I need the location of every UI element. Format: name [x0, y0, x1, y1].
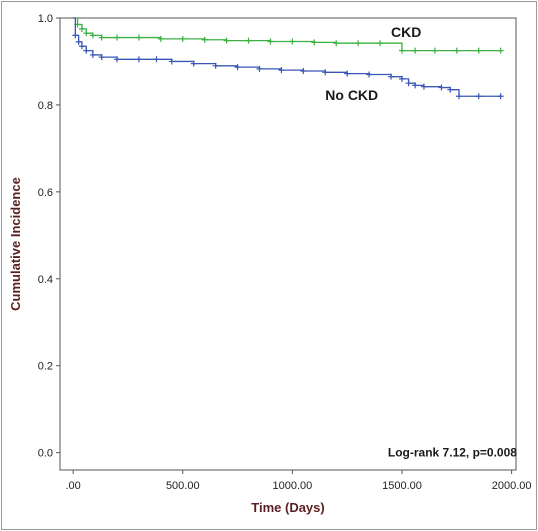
censor-mark-ckd — [475, 47, 482, 54]
censor-mark-no-ckd — [399, 75, 405, 82]
plot-area-border — [59, 17, 517, 471]
x-tick-label: 1000.00 — [273, 480, 313, 492]
y-tick-label: 0.6 — [38, 187, 53, 199]
labels-layer: CKD No CKD Log-rank 7.12, p=0.008 — [325, 24, 517, 459]
censor-mark-no-ckd — [135, 56, 142, 63]
censor-mark-ckd — [223, 37, 230, 44]
censor-mark-no-ckd — [475, 93, 482, 100]
y-tick-label: 0.0 — [38, 448, 53, 460]
censor-mark-no-ckd — [497, 93, 504, 100]
censor-mark-ckd — [355, 40, 362, 47]
axes-group: 0.0 0.2 0.4 0.6 0.8 1.0 .00 500.00 1000.00 1500.0… — [38, 13, 532, 492]
x-axis-title: Time (Days) — [251, 500, 324, 515]
x-tick-label: 500.00 — [166, 480, 200, 492]
censor-mark-ckd — [497, 47, 504, 54]
censor-mark-no-ckd — [456, 93, 462, 100]
series-layer — [72, 17, 504, 100]
censor-mark-no-ckd — [438, 84, 445, 91]
censor-mark-ckd — [267, 38, 274, 45]
censor-mark-no-ckd — [300, 68, 307, 75]
censor-mark-no-ckd — [420, 83, 427, 90]
censor-mark-no-ckd — [72, 32, 79, 39]
censor-mark-no-ckd — [83, 47, 90, 54]
censor-mark-no-ckd — [278, 67, 285, 74]
censor-mark-ckd — [98, 34, 105, 41]
censor-mark-ckd — [399, 47, 405, 54]
censor-mark-no-ckd — [114, 56, 120, 63]
censor-mark-no-ckd — [344, 70, 351, 77]
censor-mark-no-ckd — [256, 65, 263, 72]
censor-mark-ckd — [311, 39, 318, 46]
censor-mark-ckd — [289, 38, 296, 45]
censor-mark-no-ckd — [366, 71, 373, 78]
censor-mark-no-ckd — [190, 60, 197, 67]
censor-mark-no-ckd — [405, 80, 412, 87]
log-rank-annotation: Log-rank 7.12, p=0.008 — [388, 446, 517, 460]
y-tick-label: 0.4 — [38, 274, 53, 286]
censor-mark-no-ckd — [153, 56, 160, 63]
censor-mark-ckd — [157, 35, 164, 42]
x-tick-label: .00 — [66, 480, 81, 492]
censor-mark-ckd — [377, 40, 384, 47]
series-line-no-ckd — [73, 17, 501, 97]
censor-mark-ckd — [245, 37, 252, 44]
censor-mark-no-ckd — [89, 51, 96, 58]
censor-mark-ckd — [78, 25, 85, 32]
series-label-ckd: CKD — [391, 24, 421, 40]
censor-mark-ckd — [89, 32, 96, 39]
series-label-no-ckd: No CKD — [325, 87, 378, 103]
censor-mark-ckd — [135, 34, 142, 41]
censor-mark-no-ckd — [75, 38, 82, 45]
y-tick-label: 0.2 — [38, 361, 53, 373]
x-tick-label: 2000.00 — [492, 480, 532, 492]
censor-mark-ckd — [83, 30, 90, 37]
censor-mark-no-ckd — [234, 64, 241, 71]
censor-mark-no-ckd — [322, 69, 329, 76]
y-axis-title: Cumulative Incidence — [8, 177, 23, 311]
censor-mark-ckd — [431, 47, 438, 54]
censor-mark-ckd — [201, 36, 208, 43]
censor-mark-ckd — [333, 40, 340, 47]
x-tick-label: 1500.00 — [382, 480, 422, 492]
y-tick-label: 0.8 — [38, 100, 53, 112]
censor-mark-no-ckd — [78, 43, 85, 50]
censor-mark-no-ckd — [212, 62, 219, 69]
censor-mark-no-ckd — [98, 54, 105, 61]
censor-mark-ckd — [114, 34, 120, 41]
censor-mark-no-ckd — [168, 58, 175, 65]
censor-mark-ckd — [453, 47, 460, 54]
censor-mark-ckd — [412, 47, 419, 54]
y-tick-label: 1.0 — [38, 13, 53, 25]
censor-mark-ckd — [179, 35, 186, 42]
series-line-ckd — [73, 17, 501, 52]
censor-mark-no-ckd — [412, 82, 419, 89]
censor-mark-no-ckd — [388, 73, 395, 80]
censor-mark-no-ckd — [447, 86, 454, 93]
